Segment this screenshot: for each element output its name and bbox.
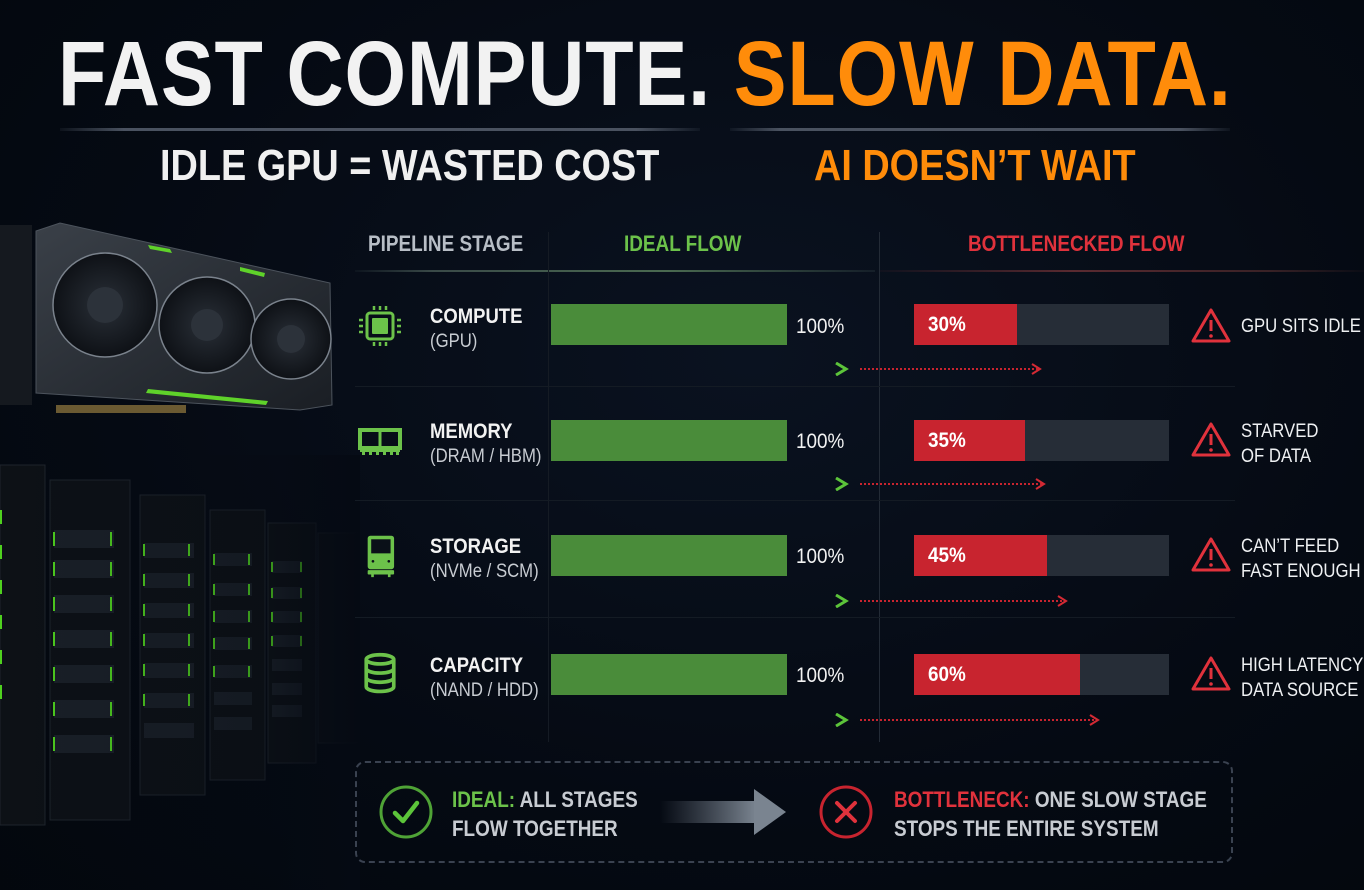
warning-icon: [1191, 422, 1231, 457]
storage-drive-icon: [367, 535, 395, 578]
note-line2: FAST ENOUGH: [1241, 561, 1361, 582]
subhead-right: AI DOESN’T WAIT: [814, 141, 1136, 190]
bottleneck-flow-arrow: [860, 714, 1100, 726]
headline-part1: FAST COMPUTE.: [58, 23, 711, 125]
memory-module-icon: [358, 428, 402, 455]
column-header-bottleneck: BOTTLENECKED FLOW: [968, 231, 1185, 256]
bottleneck-flow-arrow: [860, 363, 1042, 375]
column-divider-stage: [548, 232, 549, 742]
bottleneck-value: 30%: [928, 313, 966, 336]
ideal-value: 100%: [796, 664, 845, 687]
ideal-flow-arrow: [590, 362, 849, 376]
ideal-flow-arrow: [590, 594, 849, 608]
bottleneck-bar-track: 35%: [914, 420, 1169, 461]
header-rule-right: [730, 128, 1230, 131]
ideal-bar: [551, 304, 787, 345]
column-header-ideal: IDEAL FLOW: [624, 231, 742, 256]
bottleneck-bar-track: 60%: [914, 654, 1169, 695]
bottleneck-value: 60%: [928, 663, 966, 686]
bottleneck-note: CAN’T FEED FAST ENOUGH: [1241, 534, 1361, 584]
ideal-flow-arrow: [590, 713, 849, 727]
x-circle-icon: [819, 785, 873, 839]
ideal-value: 100%: [796, 430, 845, 453]
note-line1: STARVED: [1241, 421, 1319, 442]
legend-bottleneck-text: BOTTLENECK: ONE SLOW STAGE STOPS THE ENT…: [894, 785, 1207, 843]
transition-arrow-icon: [660, 789, 786, 835]
bottleneck-note: HIGH LATENCY DATA SOURCE: [1241, 653, 1363, 703]
ideal-value: 100%: [796, 315, 845, 338]
database-icon: [364, 652, 396, 694]
bottleneck-note: GPU SITS IDLE: [1241, 314, 1361, 339]
stage-sub: (NVMe / SCM): [430, 561, 539, 582]
ideal-flow-arrow: [590, 477, 849, 491]
row-separator: [355, 617, 1235, 618]
header-separator-left: [355, 270, 875, 272]
legend-ideal-line2: FLOW TOGETHER: [452, 816, 618, 841]
note-line1: CAN’T FEED: [1241, 536, 1340, 557]
stage-sub: (GPU): [430, 331, 478, 352]
subhead-left: IDLE GPU = WASTED COST: [160, 141, 660, 190]
chip-icon: [359, 306, 401, 346]
check-circle-icon: [379, 785, 433, 839]
row-separator: [355, 386, 1235, 387]
stage-sub: (NAND / HDD): [430, 680, 539, 701]
ideal-bar: [551, 535, 787, 576]
legend-bottleneck-line2: STOPS THE ENTIRE SYSTEM: [894, 816, 1159, 841]
warning-icon: [1191, 308, 1231, 343]
note-line1: GPU SITS IDLE: [1241, 316, 1361, 337]
bottleneck-value: 35%: [928, 429, 966, 452]
bottleneck-bar-fill: [914, 535, 1047, 576]
row-separator: [355, 500, 1235, 501]
bottleneck-flow-arrow: [860, 595, 1068, 607]
stage-name: MEMORY: [430, 420, 513, 443]
header-rule-left: [60, 128, 700, 131]
gpu-card-illustration: [0, 222, 333, 413]
server-racks-illustration: [0, 455, 360, 890]
bottleneck-bar-fill: [914, 654, 1080, 695]
note-line1: HIGH LATENCY: [1241, 655, 1364, 676]
warning-icon: [1191, 656, 1231, 691]
stage-name: STORAGE: [430, 535, 522, 558]
legend-ideal-text: IDEAL: ALL STAGES FLOW TOGETHER: [452, 785, 638, 843]
legend-box: [355, 761, 1233, 863]
bottleneck-bar-track: 45%: [914, 535, 1169, 576]
ideal-value: 100%: [796, 545, 845, 568]
headline: FAST COMPUTE. SLOW DATA.: [58, 28, 1232, 120]
bottleneck-bar-fill: [914, 304, 1017, 345]
note-line2: DATA SOURCE: [1241, 680, 1359, 701]
legend-bottleneck-line1: ONE SLOW STAGE: [1029, 787, 1207, 812]
header-separator-right: [880, 270, 1364, 272]
bottleneck-flow-arrow: [860, 478, 1046, 490]
ideal-bar: [551, 654, 787, 695]
bottleneck-value: 45%: [928, 544, 966, 567]
legend-ideal-label: IDEAL:: [452, 787, 516, 812]
column-header-stage: PIPELINE STAGE: [368, 231, 524, 256]
stage-name: CAPACITY: [430, 654, 524, 677]
bottleneck-note: STARVED OF DATA: [1241, 419, 1318, 469]
legend-bottleneck-label: BOTTLENECK:: [894, 787, 1030, 812]
headline-part2: SLOW DATA.: [733, 23, 1232, 125]
warning-icon: [1191, 537, 1231, 572]
stage-name: COMPUTE: [430, 305, 523, 328]
note-line2: OF DATA: [1241, 446, 1311, 467]
bottleneck-bar-fill: [914, 420, 1025, 461]
stage-sub: (DRAM / HBM): [430, 446, 542, 467]
column-divider-bottleneck: [879, 232, 880, 742]
bottleneck-bar-track: 30%: [914, 304, 1169, 345]
ideal-bar: [551, 420, 787, 461]
legend-ideal-line1: ALL STAGES: [515, 787, 638, 812]
